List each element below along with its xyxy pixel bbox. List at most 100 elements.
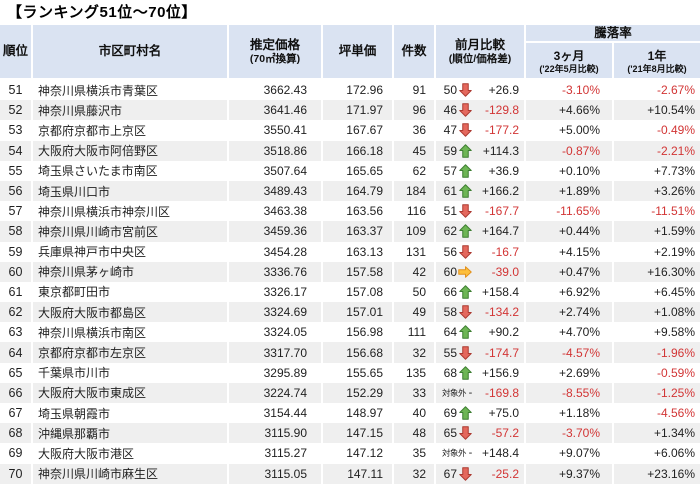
tsubo-price-cell: 147.11 xyxy=(323,463,394,484)
city-name-cell: 大阪府大阪市阿倍野区 xyxy=(33,140,229,161)
up-arrow-icon xyxy=(457,184,473,198)
estimated-price-cell: 3326.17 xyxy=(229,281,323,303)
col-header-count: 件数 xyxy=(394,25,436,80)
city-name-cell: 京都府京都市上京区 xyxy=(33,120,229,141)
rank-cell: 54 xyxy=(0,140,33,161)
change-3month-cell: +0.47% xyxy=(526,261,614,282)
prev-month-cell: 対象外 - +148.4 xyxy=(436,443,526,464)
rank-cell: 69 xyxy=(0,443,33,464)
estimated-price-cell: 3154.44 xyxy=(229,403,323,424)
listing-count-cell: 109 xyxy=(394,221,436,242)
tsubo-price-cell: 165.65 xyxy=(323,160,394,181)
col-header-prev-sublabel: (順位/価格差) xyxy=(448,52,512,65)
col-header-city-label: 市区町村名 xyxy=(98,44,162,58)
up-arrow-icon xyxy=(457,224,473,239)
change-1year-cell: +2.19% xyxy=(653,244,696,259)
city-name-cell: 神奈川県川崎市宮前区 xyxy=(33,221,229,242)
tsubo-price-cell: 167.67 xyxy=(323,120,394,141)
table-row: 52 神奈川県藤沢市 3641.46 171.97 96 46 -129.8 +… xyxy=(0,100,700,121)
down-arrow-icon xyxy=(457,244,473,259)
change-3month-cell: -3.70% xyxy=(526,423,614,444)
rank-cell: 68 xyxy=(0,423,33,444)
prev-month-cell: 64 +90.2 xyxy=(436,322,526,343)
rank-cell: 61 xyxy=(0,281,33,303)
rank-cell: 70 xyxy=(0,463,33,484)
listing-count-cell: 35 xyxy=(394,443,436,464)
change-3month-cell: -4.57% xyxy=(526,342,614,363)
prev-month-rank: 68 xyxy=(443,365,457,380)
ranking-table: 順位 市区町村名 推定価格 (70㎡換算) 坪単価 件数 前月比較 (順位/価格… xyxy=(0,25,700,484)
estimated-price-cell: 3115.27 xyxy=(229,443,323,464)
down-arrow-icon xyxy=(457,345,473,360)
rank-cell: 55 xyxy=(0,160,33,181)
city-name-cell: 埼玉県川口市 xyxy=(33,180,229,202)
price-diff-value: -134.2 xyxy=(484,305,519,320)
city-name-cell: 京都府京都市左京区 xyxy=(33,342,229,363)
tsubo-price-cell: 155.65 xyxy=(323,362,394,383)
price-diff-value: +158.4 xyxy=(481,284,519,299)
change-3month-cell: -0.87% xyxy=(526,140,614,161)
tsubo-price-cell: 156.68 xyxy=(323,342,394,363)
col-header-price: 推定価格 (70㎡換算) xyxy=(229,25,323,80)
listing-count-cell: 62 xyxy=(394,160,436,181)
prev-month-rank: 66 xyxy=(443,284,457,299)
listing-count-cell: 184 xyxy=(394,180,436,202)
change-1year-cell: +16.30% xyxy=(614,261,700,282)
change-1year-cell: -2.21% xyxy=(614,140,700,161)
change-1year-cell: -1.25% xyxy=(614,382,700,403)
col-header-rank: 順位 xyxy=(0,25,33,80)
change-3month-cell: +4.66% xyxy=(526,100,614,121)
col-header-prev-month: 前月比較 (順位/価格差) xyxy=(436,25,526,80)
rank-cell: 65 xyxy=(0,362,33,383)
listing-count-cell: 111 xyxy=(394,322,436,343)
tsubo-price-cell: 157.08 xyxy=(323,281,394,303)
estimated-price-cell: 3641.46 xyxy=(229,100,323,121)
change-1year-cell: +3.26% xyxy=(614,180,700,202)
prev-month-rank: 対象外 xyxy=(441,387,467,398)
no-change-dash: - xyxy=(468,447,473,460)
up-arrow-icon xyxy=(457,365,473,380)
estimated-price-cell: 3115.05 xyxy=(229,463,323,484)
table-row: 65 千葉県市川市 3295.89 155.65 135 68 +156.9 +… xyxy=(0,362,700,383)
up-arrow-icon xyxy=(457,325,473,340)
tsubo-price-cell: 147.15 xyxy=(323,423,394,444)
change-3month-cell: +0.10% xyxy=(526,160,614,181)
col-header-1year: 1年 ('21年8月比較) xyxy=(614,43,700,80)
prev-month-rank: 対象外 xyxy=(441,448,467,459)
price-diff-value: +156.9 xyxy=(481,365,519,380)
city-name-cell: 神奈川県藤沢市 xyxy=(33,100,229,121)
col-header-change-group: 騰落率 xyxy=(526,25,700,43)
listing-count-cell: 42 xyxy=(394,261,436,282)
estimated-price-cell: 3518.86 xyxy=(229,140,323,161)
listing-count-cell: 131 xyxy=(394,241,436,262)
estimated-price-cell: 3224.74 xyxy=(229,382,323,403)
table-row: 61 東京都町田市 3326.17 157.08 50 66 +158.4 +6… xyxy=(0,281,700,303)
col-header-3month-label: 3ヶ月 xyxy=(553,48,585,63)
change-1year-cell: +9.58% xyxy=(653,325,696,340)
listing-count-cell: 45 xyxy=(394,140,436,161)
table-row: 59 兵庫県神戸市中央区 3454.28 163.13 131 56 -16.7… xyxy=(0,241,700,262)
change-1year-cell: +1.08% xyxy=(614,302,700,323)
listing-count-cell: 49 xyxy=(394,302,436,323)
change-3month-cell: +0.44% xyxy=(526,221,614,242)
price-diff-value: +148.4 xyxy=(481,446,519,461)
tsubo-price-cell: 156.98 xyxy=(323,322,394,343)
prev-month-cell: 62 +164.7 xyxy=(436,221,526,242)
table-row: 67 埼玉県朝霞市 3154.44 148.97 40 69 +75.0 +1.… xyxy=(0,403,700,424)
change-1year-cell: -0.59% xyxy=(656,365,696,380)
prev-month-cell: 58 -134.2 xyxy=(436,302,526,323)
prev-month-cell: 65 -57.2 xyxy=(436,423,526,444)
estimated-price-cell: 3317.70 xyxy=(229,342,323,363)
rank-cell: 53 xyxy=(0,120,33,141)
col-header-tsubo: 坪単価 xyxy=(323,25,394,80)
price-diff-value: -25.2 xyxy=(491,466,519,481)
no-change-dash: - xyxy=(468,386,473,399)
up-arrow-icon xyxy=(457,285,473,299)
prev-month-cell: 47 -177.2 xyxy=(436,120,526,141)
price-diff-value: +26.9 xyxy=(488,83,519,98)
table-row: 55 埼玉県さいたま市南区 3507.64 165.65 62 57 +36.9… xyxy=(0,160,700,181)
prev-month-rank: 57 xyxy=(443,163,457,178)
table-header: 順位 市区町村名 推定価格 (70㎡換算) 坪単価 件数 前月比較 (順位/価格… xyxy=(0,25,700,80)
table-row: 62 大阪府大阪市都島区 3324.69 157.01 49 58 -134.2… xyxy=(0,302,700,323)
table-row: 63 神奈川県横浜市南区 3324.05 156.98 111 64 +90.2… xyxy=(0,322,700,343)
